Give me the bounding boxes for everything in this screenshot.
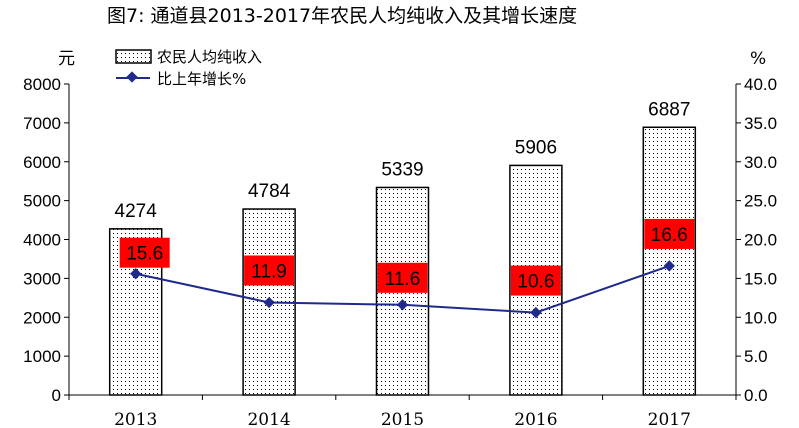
growth-label-bg [244, 255, 295, 286]
data-labels: 4274 4784 5339 5906 6887 15.6 11.9 11.6 10.6 16.6 [115, 99, 695, 296]
growth-point [130, 268, 142, 280]
chart-title: 图7: 通道县2013-2017年农民人均纯收入及其增长速度 [107, 5, 577, 27]
growth-label-bg [644, 218, 695, 249]
left-tick-label: 8000 [23, 75, 61, 94]
growth-label-bg [119, 237, 170, 268]
left-tick-label: 6000 [23, 153, 61, 172]
x-tick-label: 2015 [381, 410, 424, 428]
bar-value-label: 4784 [248, 181, 291, 202]
left-tick-label: 3000 [23, 269, 61, 288]
legend-bar-swatch [115, 49, 152, 64]
growth-value-label: 16.6 [651, 225, 688, 246]
left-tick-label: 7000 [23, 114, 61, 133]
x-tick-label: 2017 [648, 410, 691, 428]
x-tick-label: 2014 [247, 410, 290, 428]
bar-value-label: 6887 [648, 99, 690, 120]
left-tick-label: 0 [52, 386, 61, 405]
right-tick-label: 20.0 [744, 231, 777, 250]
right-tick-label: 40.0 [744, 75, 777, 94]
right-tick-label: 15.0 [744, 269, 777, 288]
x-tick-label: 2016 [514, 410, 557, 428]
bar-value-label: 5906 [515, 137, 557, 158]
legend-line-marker [126, 71, 138, 83]
left-tick-label: 2000 [23, 308, 61, 327]
growth-value-label: 11.9 [251, 261, 287, 282]
bar-value-label: 5339 [381, 159, 423, 180]
growth-point [263, 296, 275, 309]
growth-point [396, 299, 409, 311]
right-tick-label: 0.0 [744, 386, 768, 405]
growth-point [663, 260, 675, 272]
growth-value-label: 11.6 [385, 269, 421, 290]
right-tick-label: 5.0 [744, 347, 768, 366]
growth-line [130, 260, 675, 319]
growth-value-label: 10.6 [517, 272, 554, 293]
legend: 农民人均纯收入 比上年增长% [115, 48, 262, 88]
right-tick-label: 30.0 [744, 153, 777, 172]
growth-label-bg [377, 262, 428, 293]
right-tick-label: 10.0 [744, 308, 777, 327]
axes: 0 1000 2000 3000 4000 5000 6000 7000 8000 0.0 5.0 1… [23, 75, 777, 428]
bar-value-label: 4274 [115, 201, 158, 222]
left-tick-label: 4000 [23, 231, 61, 250]
left-tick-label: 1000 [23, 347, 61, 366]
left-tick-label: 5000 [23, 192, 61, 211]
growth-label-bg [510, 265, 561, 296]
legend-bar-label: 农民人均纯收入 [157, 48, 262, 66]
right-tick-label: 25.0 [744, 192, 777, 211]
right-axis-unit: % [750, 49, 766, 69]
legend-line-label: 比上年增长% [157, 70, 246, 88]
right-tick-label: 35.0 [744, 114, 777, 133]
growth-point [530, 306, 542, 319]
x-tick-label: 2013 [114, 410, 157, 428]
growth-value-label: 15.6 [126, 244, 163, 265]
left-axis-unit: 元 [58, 49, 75, 69]
